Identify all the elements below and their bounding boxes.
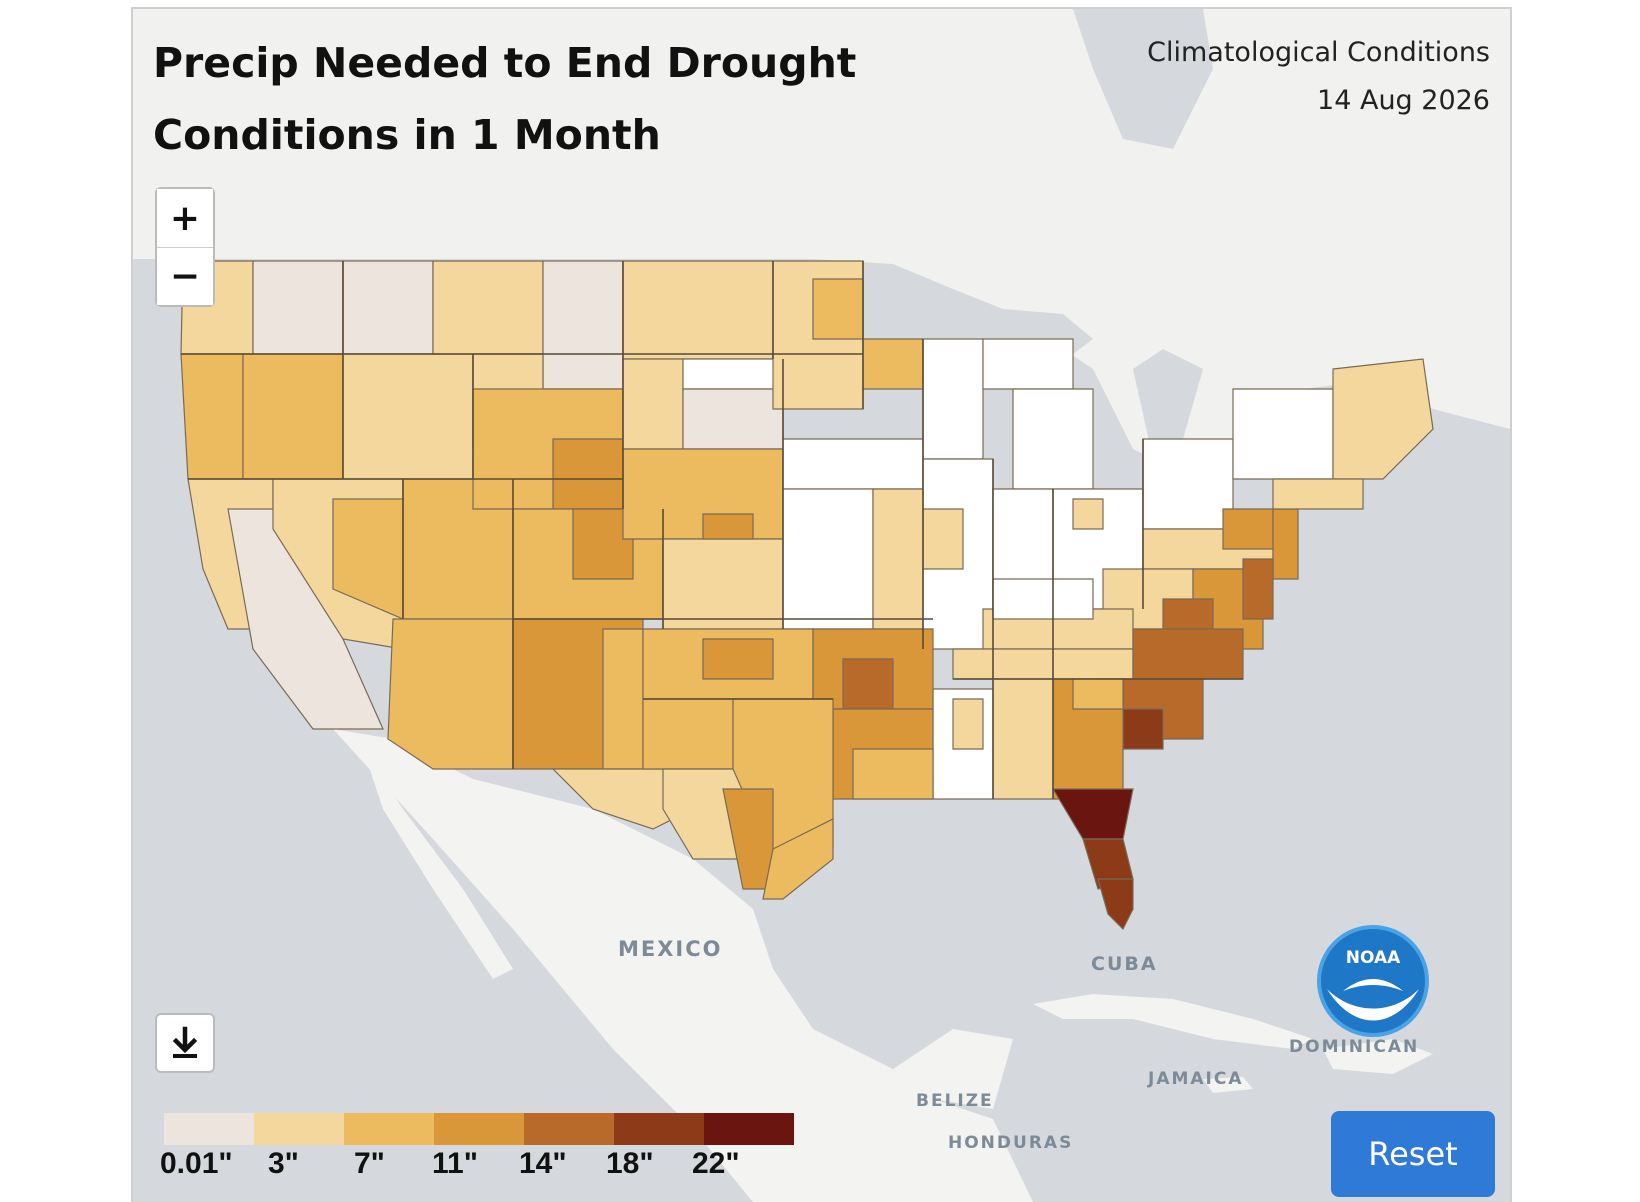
region-ny-west xyxy=(1142,438,1234,530)
region-wi xyxy=(922,338,984,460)
region-mt-west xyxy=(432,260,544,355)
region-new-england xyxy=(1332,358,1434,480)
mexico-land xyxy=(333,729,1033,1202)
region-mt-east xyxy=(542,260,624,390)
region-il-south xyxy=(922,508,964,570)
region-id-north xyxy=(342,260,434,355)
legend: 0.01" 3" 7" 11" 14" 18" 22" xyxy=(160,1113,794,1185)
legend-swatch xyxy=(704,1113,794,1145)
region-sd-south xyxy=(682,388,784,450)
legend-label: 3" xyxy=(268,1147,299,1180)
region-co-core xyxy=(572,508,634,580)
region-nj xyxy=(1272,508,1299,580)
conditions-label: Climatological Conditions xyxy=(1147,37,1490,68)
map-canvas[interactable]: MEXICO CUBA JAMAICA BELIZE HONDURAS DOMI… xyxy=(133,9,1510,1202)
legend-swatch xyxy=(344,1113,434,1145)
legend-swatch xyxy=(524,1113,614,1145)
yucatan xyxy=(893,1029,1013,1109)
state-borders xyxy=(181,261,1243,799)
region-mi-lower xyxy=(1012,388,1094,490)
label-mexico: MEXICO xyxy=(618,937,723,961)
cuba-land xyxy=(1033,994,1313,1049)
region-md-de xyxy=(1242,558,1274,620)
region-oh-core xyxy=(1072,498,1104,530)
noaa-logo-text: NOAA xyxy=(1346,948,1401,968)
label-belize: BELIZE xyxy=(916,1091,994,1111)
hispaniola-land xyxy=(1323,1039,1433,1074)
noaa-logo: NOAA xyxy=(1317,925,1429,1037)
region-tn xyxy=(952,648,1134,680)
legend-swatch xyxy=(254,1113,344,1145)
region-sc-coast xyxy=(1122,708,1164,750)
legend-swatch xyxy=(434,1113,524,1145)
label-dominican: DOMINICAN xyxy=(1289,1037,1419,1057)
region-al xyxy=(992,678,1054,800)
region-az xyxy=(387,618,514,770)
region-tx-panhandle xyxy=(642,698,734,770)
region-mo-north xyxy=(782,488,874,630)
legend-label: 14" xyxy=(519,1147,567,1180)
legend-labels: 0.01" 3" 7" 11" 14" 18" 22" xyxy=(160,1145,794,1185)
region-ks-core xyxy=(702,513,754,540)
region-ny-east xyxy=(1232,388,1334,480)
region-mi-upper xyxy=(982,338,1074,390)
legend-swatch xyxy=(614,1113,704,1145)
label-jamaica: JAMAICA xyxy=(1147,1069,1244,1089)
region-id-south xyxy=(342,353,474,480)
label-cuba: CUBA xyxy=(1091,953,1158,975)
region-or-west xyxy=(180,353,244,480)
zoom-control: + − xyxy=(155,187,215,307)
map-subtitle: Climatological Conditions 14 Aug 2026 xyxy=(1147,29,1490,125)
region-wa-east xyxy=(252,260,344,355)
region-tx-coast xyxy=(762,818,834,900)
legend-label: 0.01" xyxy=(160,1147,233,1180)
download-icon xyxy=(172,1026,198,1058)
page-title: Precip Needed to End Drought Conditions … xyxy=(153,39,857,159)
great-lakes xyxy=(1003,309,1313,504)
region-ok-core xyxy=(702,638,774,680)
zoom-out-button[interactable]: − xyxy=(157,247,213,305)
hudson-bay xyxy=(1073,9,1213,149)
legend-label: 18" xyxy=(606,1147,654,1180)
region-wi-west xyxy=(862,338,924,390)
region-or-east xyxy=(242,353,344,480)
zoom-in-button[interactable]: + xyxy=(157,189,213,247)
map-frame[interactable]: MEXICO CUBA JAMAICA BELIZE HONDURAS DOMI… xyxy=(131,7,1512,1202)
region-ne-coast xyxy=(1272,478,1364,510)
baja-peninsula xyxy=(363,749,513,979)
region-nc xyxy=(1132,628,1244,680)
legend-swatches xyxy=(164,1113,794,1145)
region-fl-south xyxy=(1097,878,1134,931)
region-fl-north xyxy=(1051,788,1134,840)
region-ar-core xyxy=(842,658,894,710)
region-nm-east xyxy=(602,628,644,770)
region-pa-east xyxy=(1222,508,1274,550)
region-ia xyxy=(782,438,924,490)
conus-regions xyxy=(180,260,1434,931)
region-mn-core xyxy=(812,278,864,340)
region-ms-east xyxy=(952,698,984,750)
reset-button[interactable]: Reset xyxy=(1331,1111,1495,1197)
label-honduras: HONDURAS xyxy=(948,1133,1073,1153)
legend-swatch xyxy=(164,1113,254,1145)
region-sd-east xyxy=(682,358,784,390)
region-nd xyxy=(622,260,774,360)
legend-label: 11" xyxy=(432,1147,478,1180)
region-wy-core xyxy=(552,438,624,510)
region-ks xyxy=(662,538,794,630)
legend-label: 7" xyxy=(354,1147,385,1180)
legend-label: 22" xyxy=(692,1147,740,1180)
region-sd-west xyxy=(622,358,684,450)
region-ky-white xyxy=(992,578,1094,620)
map-date: 14 Aug 2026 xyxy=(1317,85,1490,116)
download-button[interactable] xyxy=(155,1013,215,1073)
region-la-south xyxy=(852,748,934,800)
jamaica-land xyxy=(1203,1077,1253,1093)
region-ga-north xyxy=(1072,678,1124,710)
